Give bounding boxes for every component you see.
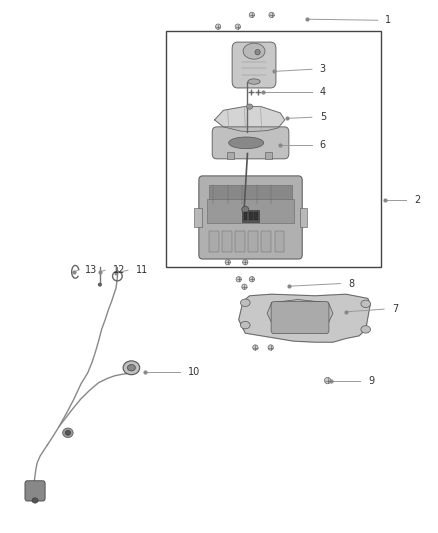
Bar [166,31,381,266]
Ellipse shape [236,277,241,282]
Text: 9: 9 [368,376,374,385]
Polygon shape [215,107,285,132]
Ellipse shape [247,104,253,109]
Bar [242,210,259,222]
Ellipse shape [243,43,265,59]
Polygon shape [267,300,333,325]
Ellipse shape [63,428,73,438]
Text: 7: 7 [392,304,398,314]
Text: 6: 6 [320,140,326,150]
Text: 11: 11 [136,265,148,275]
Ellipse shape [361,300,371,308]
Ellipse shape [32,498,38,503]
Bar [249,212,253,220]
Text: 1: 1 [385,15,392,25]
Bar [209,185,292,204]
Bar [194,208,202,227]
Ellipse shape [249,12,254,18]
Text: 10: 10 [188,367,201,377]
FancyBboxPatch shape [232,42,276,88]
Ellipse shape [240,299,250,306]
FancyBboxPatch shape [212,127,289,159]
Ellipse shape [249,277,254,282]
Ellipse shape [255,50,260,55]
Text: 2: 2 [414,195,420,205]
Ellipse shape [325,377,331,384]
Ellipse shape [253,345,258,350]
Bar [244,212,247,220]
Ellipse shape [65,431,71,435]
Bar [300,208,307,227]
Ellipse shape [242,284,247,289]
Ellipse shape [242,206,249,213]
Ellipse shape [243,260,248,265]
Bar [265,152,272,159]
Ellipse shape [123,361,140,375]
FancyBboxPatch shape [199,176,302,259]
Ellipse shape [268,345,273,350]
Text: 4: 4 [320,87,326,96]
Ellipse shape [215,24,221,29]
Bar [248,231,258,252]
FancyBboxPatch shape [271,302,329,334]
Bar [207,199,294,223]
Text: 8: 8 [348,279,354,288]
Bar [222,231,232,252]
Ellipse shape [127,365,135,371]
Polygon shape [239,294,370,342]
Text: 3: 3 [320,64,326,74]
Bar [235,231,245,252]
Text: 5: 5 [320,112,326,122]
Bar [209,231,219,252]
Text: 12: 12 [113,265,125,275]
Ellipse shape [248,79,260,84]
Ellipse shape [235,24,240,29]
Text: 13: 13 [85,265,98,275]
Bar [227,152,234,159]
Bar [254,212,258,220]
Bar [275,231,284,252]
Ellipse shape [229,137,264,149]
Bar [261,231,271,252]
FancyBboxPatch shape [25,481,45,501]
Ellipse shape [225,260,230,265]
Ellipse shape [98,283,102,286]
Ellipse shape [269,12,274,18]
Ellipse shape [361,326,371,333]
Ellipse shape [240,321,250,329]
